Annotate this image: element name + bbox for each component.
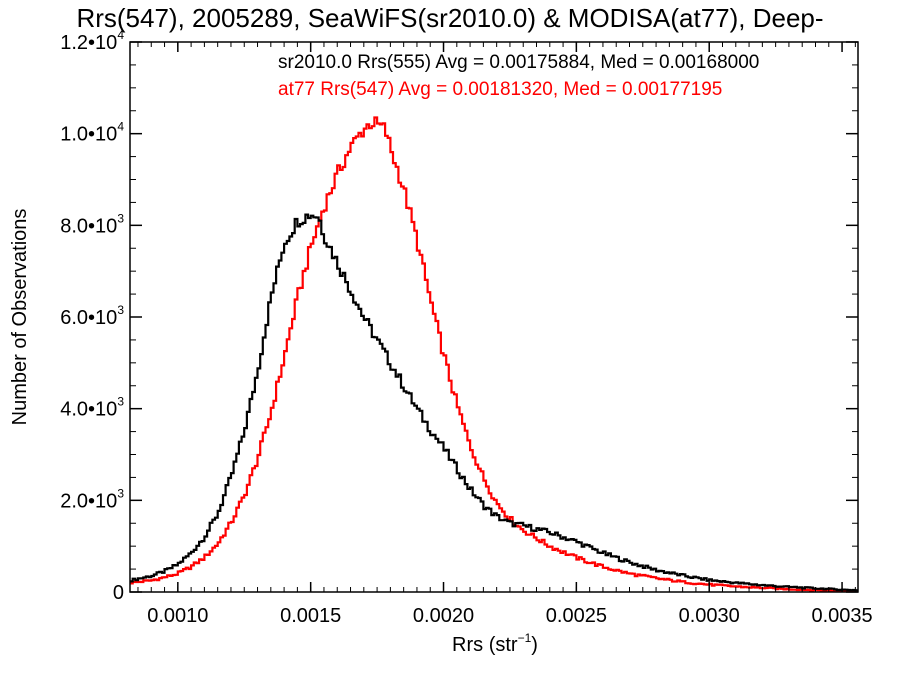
x-axis-label-close: ) bbox=[531, 634, 538, 656]
series-line-1 bbox=[130, 116, 858, 593]
series-layer bbox=[130, 116, 858, 593]
legend-entry-red: at77 Rrs(547) Avg = 0.00181320, Med = 0.… bbox=[278, 79, 722, 100]
y-tick-label: 1.0•104 bbox=[60, 120, 124, 146]
chart-title: Rrs(547), 2005289, SeaWiFS(sr2010.0) & M… bbox=[76, 3, 823, 33]
x-axis-label: Rrs (str−1) bbox=[452, 631, 538, 656]
x-tick-label: 0.0010 bbox=[147, 605, 208, 627]
x-tick-label: 0.0020 bbox=[413, 605, 474, 627]
x-tick-label: 0.0015 bbox=[280, 605, 341, 627]
y-tick-label: 8.0•103 bbox=[60, 211, 124, 237]
x-tick-label: 0.0025 bbox=[546, 605, 607, 627]
y-tick-label: 0 bbox=[113, 582, 124, 604]
series-line-0 bbox=[130, 213, 858, 592]
y-axis-label: Number of Observations bbox=[9, 209, 31, 426]
x-tick-label: 0.0030 bbox=[679, 605, 740, 627]
legend-entry-black: sr2010.0 Rrs(555) Avg = 0.00175884, Med … bbox=[278, 52, 759, 73]
x-axis-label-exp: −1 bbox=[518, 631, 532, 645]
y-tick-label: 4.0•103 bbox=[60, 395, 124, 421]
x-tick-label: 0.0035 bbox=[811, 605, 872, 627]
y-tick-label: 2.0•103 bbox=[60, 486, 124, 512]
x-axis: 0.0010 0.0015 0.0020 0.0025 0.0030 0.0035 bbox=[137, 42, 873, 627]
plot-frame bbox=[129, 41, 859, 593]
y-axis: 0 2.0•103 4.0•103 6.0•103 8.0•103 1.0•104 1.2•… bbox=[60, 28, 858, 604]
y-tick-label: 6.0•103 bbox=[60, 303, 124, 329]
x-axis-label-base: Rrs (str bbox=[452, 634, 518, 656]
y-tick-label: 1.2•104 bbox=[60, 28, 124, 54]
